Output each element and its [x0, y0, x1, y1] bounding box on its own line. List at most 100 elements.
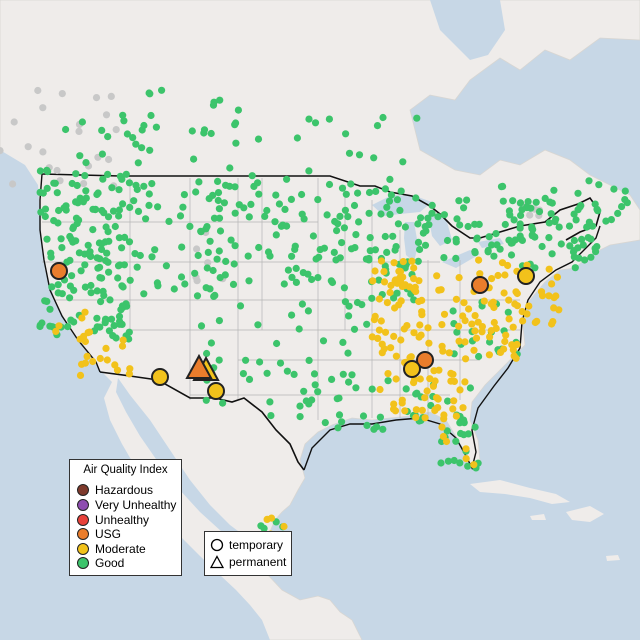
good-monitor-dot: [69, 224, 77, 233]
good-monitor-dot: [177, 273, 186, 281]
good-monitor-dot: [87, 289, 95, 297]
good-monitor-dot: [323, 211, 331, 219]
lake-erie: [442, 250, 480, 268]
good-monitor-dot: [111, 222, 119, 231]
good-monitor-dot: [290, 370, 298, 378]
moderate-monitor-dot: [280, 522, 288, 531]
good-monitor-dot: [340, 284, 348, 292]
highlighted-monitors: [50, 262, 535, 400]
moderate-monitor-dot: [513, 340, 521, 349]
no-data-dot: [10, 118, 18, 126]
moderate-monitor-dot: [552, 292, 560, 300]
good-monitor-dot: [348, 371, 356, 379]
moderate-monitor-dot: [485, 351, 493, 359]
moderate-monitor-dot: [490, 318, 498, 327]
good-monitor-dot: [545, 219, 553, 227]
no-data-dot: [193, 245, 201, 253]
moderate-monitor-dot: [55, 322, 63, 330]
moderate-monitor-dot: [390, 400, 398, 408]
good-monitor-dot: [81, 261, 89, 269]
good-monitor-dot: [63, 258, 71, 266]
good-monitor-dot: [460, 204, 468, 212]
moderate-monitor-dot: [386, 288, 394, 297]
good-monitor-dot: [109, 207, 118, 215]
good-monitor-dot: [517, 211, 525, 219]
good-monitor-dot: [116, 172, 124, 180]
good-monitor-dot: [121, 233, 129, 241]
temporary-monitor-moderate[interactable]: [517, 267, 535, 285]
permanent-monitor-usg[interactable]: [185, 353, 213, 379]
good-monitor-dot: [214, 177, 222, 185]
moderate-monitor-dot: [400, 325, 408, 333]
good-monitor-dot: [471, 248, 479, 256]
good-monitor-dot: [592, 248, 600, 256]
good-monitor-dot: [250, 182, 258, 190]
good-monitor-dot: [107, 315, 116, 323]
good-monitor-dot: [126, 276, 134, 284]
moderate-monitor-dot: [509, 346, 517, 354]
good-monitor-dot: [281, 205, 289, 213]
good-monitor-dot: [119, 200, 127, 208]
good-monitor-dot: [195, 178, 203, 186]
good-monitor-dot: [510, 216, 518, 224]
temporary-monitor-moderate[interactable]: [403, 360, 421, 378]
moderate-monitor-dot: [380, 278, 389, 286]
moderate-monitor-dot: [510, 352, 518, 360]
good-monitor-dot: [126, 203, 134, 211]
good-monitor-dot: [96, 263, 104, 271]
good-monitor-dot: [81, 172, 89, 180]
good-monitor-dot: [325, 115, 333, 123]
legend-item-very-unhealthy: Very Unhealthy: [77, 498, 176, 512]
good-monitor-dot: [220, 199, 228, 207]
good-monitor-dot: [97, 298, 105, 306]
temporary-monitor-usg[interactable]: [50, 262, 68, 280]
good-monitor-dot: [181, 280, 189, 288]
moderate-monitor-dot: [374, 334, 382, 342]
moderate-monitor-dot: [418, 311, 426, 319]
good-monitor-dot: [385, 197, 394, 205]
good-monitor-dot: [550, 186, 558, 194]
good-monitor-dot: [516, 199, 525, 207]
temporary-monitor-usg[interactable]: [416, 351, 434, 369]
good-monitor-dot: [314, 388, 322, 396]
good-monitor-dot: [485, 233, 493, 241]
good-monitor-dot: [383, 203, 391, 211]
temporary-monitor-usg[interactable]: [471, 276, 489, 294]
good-monitor-dot: [345, 312, 353, 320]
moderate-monitor-dot: [399, 258, 407, 266]
good-monitor-dot: [244, 252, 252, 260]
good-monitor-dot: [345, 302, 353, 310]
good-monitor-dot: [344, 213, 352, 221]
good-monitor-dot: [47, 249, 55, 257]
good-monitor-dot: [576, 203, 584, 211]
good-monitor-dot: [89, 205, 97, 213]
moderate-monitor-dot: [505, 296, 513, 304]
good-monitor-dot: [146, 90, 154, 98]
good-monitor-dot: [102, 316, 110, 324]
good-monitor-dot: [100, 291, 108, 300]
good-monitor-dot: [72, 198, 80, 206]
no-data-dot: [112, 126, 120, 134]
good-monitor-dot: [362, 255, 370, 263]
good-monitor-dot: [381, 232, 389, 241]
good-monitor-dot: [541, 194, 549, 202]
temporary-monitor-moderate[interactable]: [207, 382, 225, 400]
good-monitor-dot: [341, 206, 349, 214]
good-monitor-dot: [197, 227, 205, 235]
moderate-monitor-dot: [553, 273, 562, 281]
moderate-monitor-dot: [380, 268, 388, 276]
moderate-monitor-dot: [512, 288, 520, 296]
good-monitor-dot: [304, 307, 312, 315]
good-monitor-dot: [618, 203, 626, 211]
good-monitor-dot: [355, 218, 363, 226]
good-monitor-dot: [450, 456, 458, 465]
good-monitor-dot: [473, 234, 481, 242]
triangle-icon: [210, 555, 224, 569]
good-monitor-dot: [255, 190, 263, 198]
good-monitor-dot: [351, 244, 359, 252]
legend-item-hazardous: Hazardous: [77, 483, 153, 497]
good-monitor-dot: [338, 418, 346, 426]
good-monitor-dot: [443, 427, 451, 435]
temporary-monitor-moderate[interactable]: [151, 368, 169, 386]
moderate-monitor-dot: [126, 365, 134, 373]
